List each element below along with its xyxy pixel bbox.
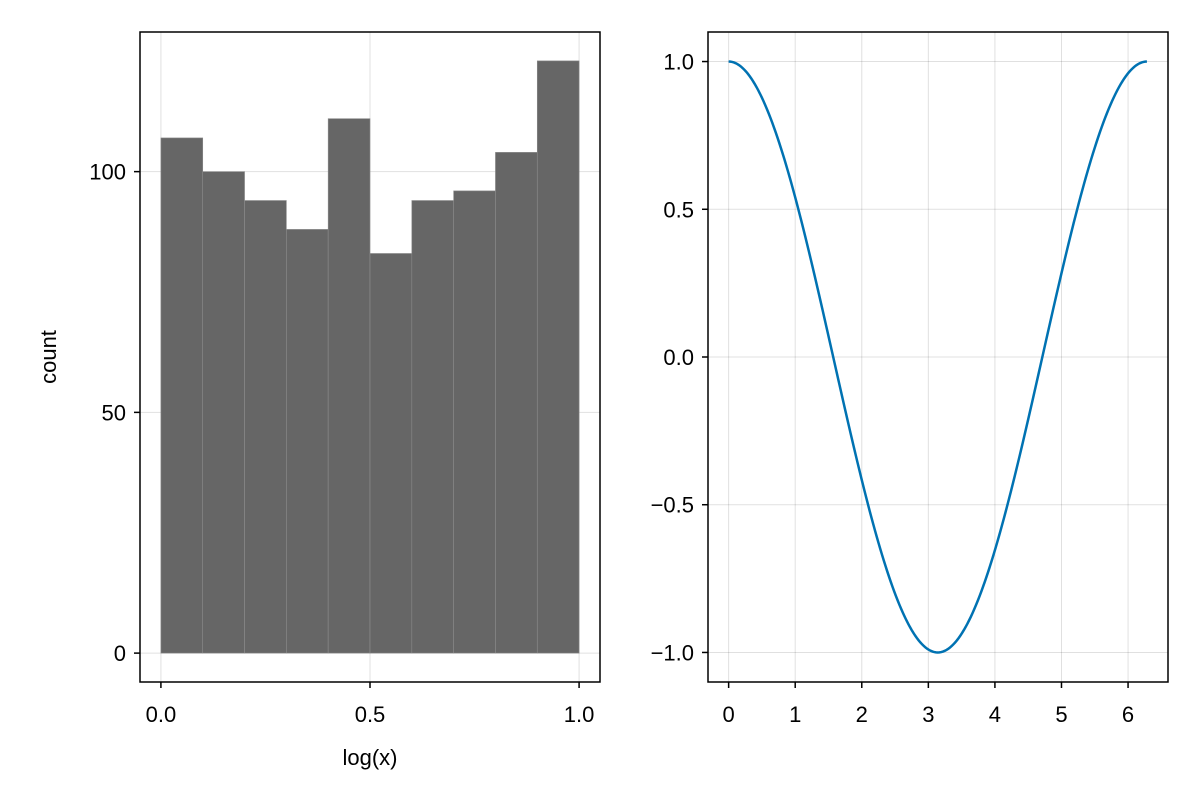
histogram-x-tick-label: 0.0 xyxy=(146,702,177,727)
line-y-tick-label: −0.5 xyxy=(651,493,694,518)
histogram-x-tick-label: 0.5 xyxy=(355,702,386,727)
histogram-bar xyxy=(244,200,287,654)
histogram-x-axis-label: log(x) xyxy=(342,745,397,770)
histogram-bar xyxy=(536,60,580,654)
line-x-ticks: 0 1 2 3 4 5 6 xyxy=(723,682,1134,727)
histogram-bar xyxy=(327,118,371,654)
line-x-tick-label: 4 xyxy=(989,702,1001,727)
histogram-bars xyxy=(160,60,580,654)
histogram-bar xyxy=(495,152,538,654)
histogram-bar xyxy=(369,253,413,654)
line-x-tick-label: 1 xyxy=(789,702,801,727)
histogram-x-tick-label: 1.0 xyxy=(564,702,595,727)
histogram-bar xyxy=(453,190,496,654)
histogram-bar xyxy=(202,171,245,654)
line-y-tick-label: 1.0 xyxy=(663,50,694,75)
cos-series-line xyxy=(728,60,1147,654)
line-x-tick-label: 5 xyxy=(1055,702,1067,727)
line-y-tick-label: −1.0 xyxy=(651,640,694,665)
histogram-bar xyxy=(160,137,204,654)
line-y-tick-label: 0.5 xyxy=(663,197,694,222)
histogram-bar xyxy=(411,200,454,654)
line-y-ticks: −1.0 −0.5 0.0 0.5 1.0 xyxy=(651,50,708,665)
histogram-y-axis-label: count xyxy=(36,330,61,384)
histogram-y-tick-label: 50 xyxy=(102,400,126,425)
line-x-tick-label: 0 xyxy=(723,702,735,727)
line-x-tick-label: 2 xyxy=(856,702,868,727)
histogram-y-ticks: 0 50 100 xyxy=(89,160,140,666)
line-grid xyxy=(708,32,1168,682)
line-x-tick-label: 3 xyxy=(922,702,934,727)
line-x-tick-label: 6 xyxy=(1122,702,1134,727)
line-panel: 0 1 2 3 4 5 6 −1.0 −0.5 0.0 0.5 1.0 xyxy=(651,31,1169,727)
histogram-panel: 0.0 0.5 1.0 0 50 100 log(x) count xyxy=(36,31,601,770)
line-y-tick-label: 0.0 xyxy=(663,345,694,370)
histogram-x-ticks: 0.0 0.5 1.0 xyxy=(146,682,595,727)
histogram-y-tick-label: 100 xyxy=(89,160,126,185)
histogram-y-tick-label: 0 xyxy=(114,641,126,666)
histogram-bar xyxy=(286,229,329,654)
